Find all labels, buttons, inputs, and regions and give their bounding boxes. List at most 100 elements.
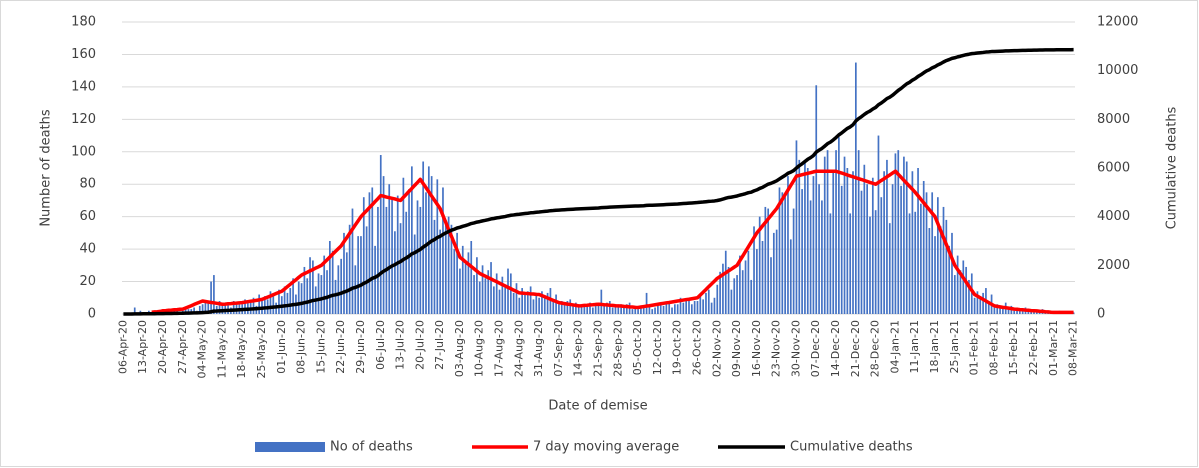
bar: [371, 187, 374, 314]
bar: [863, 164, 866, 314]
bar: [739, 255, 741, 314]
bar: [529, 286, 532, 314]
bar: [300, 283, 303, 314]
bar: [945, 219, 948, 314]
bar: [640, 305, 642, 314]
x-tick-label: 22-Feb-21: [1027, 320, 1040, 375]
bar: [854, 62, 857, 314]
bar: [905, 161, 908, 314]
x-tick-label: 18-May-20: [235, 320, 248, 378]
bar: [464, 263, 467, 314]
bar: [577, 307, 580, 314]
bar: [210, 281, 212, 314]
bar: [323, 255, 326, 314]
bar: [391, 197, 393, 314]
x-tick-label: 04-Jan-21: [888, 320, 901, 374]
bar: [886, 159, 888, 314]
bar: [385, 206, 388, 314]
x-tick-label: 27-Apr-20: [176, 320, 189, 374]
x-tick-label: 11-May-20: [215, 320, 228, 378]
bar: [722, 263, 724, 314]
bar: [993, 307, 996, 314]
bar: [764, 206, 767, 314]
bar: [617, 307, 620, 314]
bar: [173, 309, 176, 314]
bar: [801, 189, 803, 314]
bar: [292, 278, 294, 314]
bar: [297, 281, 300, 314]
bar: [436, 179, 439, 314]
bar: [792, 208, 795, 314]
bar: [710, 302, 713, 314]
bar: [575, 302, 577, 314]
bar: [484, 278, 487, 314]
x-tick-label: 20-Apr-20: [156, 320, 169, 374]
bar: [925, 192, 928, 314]
bar: [741, 270, 744, 314]
bar: [705, 292, 707, 314]
bar: [877, 135, 880, 314]
x-tick-label: 21-Dec-20: [849, 320, 862, 377]
x-tick-label: 28-Sep-20: [611, 320, 624, 377]
bar: [552, 301, 555, 314]
bar: [733, 278, 736, 314]
bar: [218, 301, 221, 314]
bar: [603, 305, 606, 314]
y-axis-title: Number of deaths: [39, 109, 54, 227]
x-tick-label: 18-Jan-21: [928, 320, 941, 374]
bar: [244, 299, 246, 314]
bar: [329, 241, 331, 314]
bar: [767, 208, 770, 314]
bar: [232, 301, 235, 314]
bar: [591, 307, 594, 314]
bar: [487, 270, 490, 314]
bar: [637, 309, 639, 314]
bar: [917, 168, 919, 314]
x-tick-label: 31-Aug-20: [532, 320, 545, 377]
bar: [645, 292, 648, 314]
bar: [204, 301, 207, 314]
x-tick-label: 01-Mar-21: [1047, 320, 1060, 376]
bar: [987, 301, 990, 314]
bar: [478, 281, 481, 314]
bar: [798, 159, 801, 314]
bar: [784, 197, 786, 314]
x-tick-label: 08-Mar-21: [1067, 320, 1080, 376]
bar: [1013, 310, 1016, 314]
x-tick-label: 07-Sep-20: [552, 320, 565, 377]
line: [151, 169, 1074, 315]
bar: [382, 176, 385, 314]
bar: [968, 279, 970, 314]
bar: [724, 250, 727, 314]
bar: [580, 304, 583, 314]
bar: [690, 304, 693, 314]
bar: [795, 140, 798, 314]
bar: [283, 286, 286, 314]
bar: [891, 184, 894, 314]
bar: [563, 304, 566, 314]
bar: [880, 197, 883, 314]
bar: [269, 291, 272, 314]
y2-tick-label: 12000: [1097, 15, 1138, 30]
bar: [747, 250, 750, 314]
y2-axis-title: Cumulative deaths: [1165, 106, 1180, 229]
y-tick-label: 20: [79, 274, 96, 289]
bar: [490, 262, 492, 314]
x-tick-label: 01-Jun-20: [275, 320, 288, 374]
bar: [379, 155, 382, 314]
bar: [442, 187, 444, 314]
bar: [133, 307, 136, 314]
bar: [804, 161, 806, 314]
bar: [606, 302, 608, 314]
x-tick-label: 09-Nov-20: [730, 320, 743, 377]
bar: [973, 297, 976, 314]
bar: [806, 168, 809, 314]
bar: [1002, 305, 1004, 314]
bar: [823, 156, 826, 314]
bar: [874, 210, 877, 314]
bar: [504, 286, 507, 314]
y2-tick-label: 4000: [1097, 209, 1130, 224]
x-tick-label: 15-Jun-20: [314, 320, 327, 374]
bar: [809, 200, 812, 314]
bar: [942, 206, 945, 314]
